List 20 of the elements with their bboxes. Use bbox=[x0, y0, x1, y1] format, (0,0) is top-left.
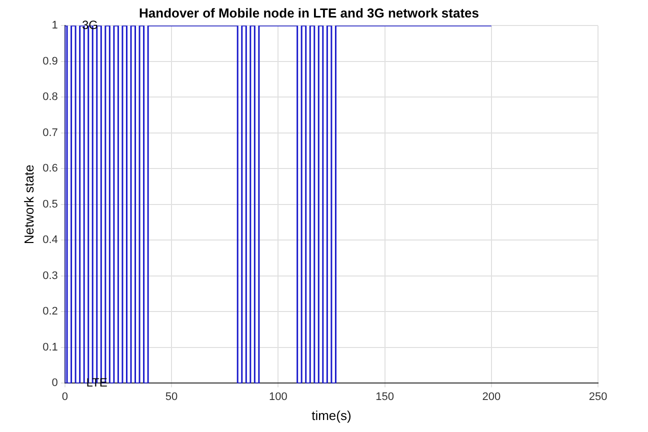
x-axis-title: time(s) bbox=[312, 408, 352, 423]
y-tick-label: 0.2 bbox=[42, 306, 58, 318]
y-tick-label: 0.1 bbox=[42, 341, 58, 354]
y-tick-label: 0.5 bbox=[42, 198, 58, 210]
y-tick-label: 0.9 bbox=[42, 55, 58, 68]
y-tick-label: 0.7 bbox=[42, 126, 58, 139]
y-tick-label: 0.6 bbox=[42, 162, 58, 175]
y-tick-label: 0.3 bbox=[42, 270, 58, 282]
y-tick-label: 0.8 bbox=[42, 91, 58, 104]
y-tick-label: 0 bbox=[52, 377, 58, 390]
x-tick-label: 100 bbox=[268, 390, 288, 403]
x-tick-label: 200 bbox=[482, 390, 501, 403]
x-tick-label: 50 bbox=[165, 390, 178, 403]
y-tick-label: 0.4 bbox=[42, 234, 58, 246]
x-tick-label: 150 bbox=[376, 390, 394, 403]
y-tick-label: 1 bbox=[52, 20, 58, 32]
x-tick-label: 0 bbox=[62, 390, 68, 403]
y-axis-title: Network state bbox=[21, 164, 36, 244]
chart-title: Handover of Mobile node in LTE and 3G network states bbox=[139, 5, 479, 20]
x-tick-label: 250 bbox=[588, 390, 608, 403]
